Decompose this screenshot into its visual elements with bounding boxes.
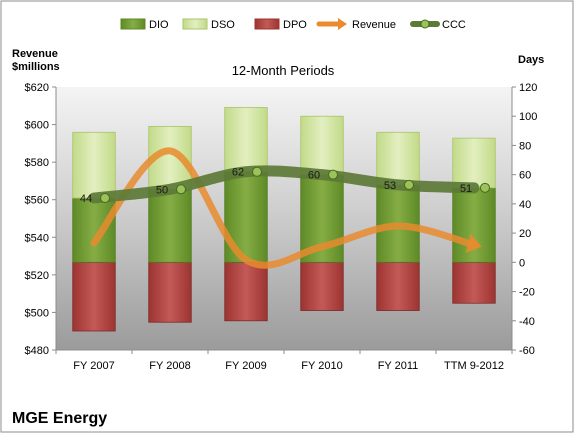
bar-dio bbox=[72, 197, 116, 263]
left-tick-label: $560 bbox=[25, 195, 49, 207]
lines-group: 44 50 62 60 53 51 bbox=[80, 147, 490, 269]
left-tick-label: $520 bbox=[25, 270, 49, 282]
legend-swatch-dso bbox=[182, 18, 208, 30]
left-tick-label: $500 bbox=[25, 307, 49, 319]
right-tick-label: -40 bbox=[519, 316, 535, 328]
bar-dpo bbox=[72, 261, 116, 332]
bar-dpo bbox=[452, 261, 496, 304]
chart-title: 12-Month Periods bbox=[232, 63, 335, 78]
right-tick-label: 0 bbox=[519, 257, 525, 269]
bar-dpo bbox=[224, 261, 268, 322]
right-tick-label: 20 bbox=[519, 228, 531, 240]
ccc-marker bbox=[176, 184, 186, 195]
ccc-data-label: 44 bbox=[80, 193, 92, 205]
bar-dio bbox=[452, 187, 496, 263]
legend-label-dso: DSO bbox=[211, 19, 235, 31]
bar-dso bbox=[376, 131, 420, 186]
bar-dso bbox=[300, 115, 344, 176]
bar-dso bbox=[224, 107, 268, 173]
right-tick-label: 60 bbox=[519, 170, 531, 182]
legend-swatch-revenue-arrowhead bbox=[338, 18, 347, 30]
bars-group bbox=[72, 107, 496, 332]
plot-area bbox=[56, 87, 512, 350]
legend-swatch-dpo bbox=[254, 18, 280, 30]
legend-swatch-ccc-marker bbox=[420, 19, 430, 29]
right-tick-label: 100 bbox=[519, 111, 537, 123]
right-tick-label: 40 bbox=[519, 199, 531, 211]
ccc-marker bbox=[480, 182, 490, 193]
ccc-marker bbox=[252, 166, 262, 177]
legend: DIO DSO DPO Revenue CCC bbox=[120, 18, 466, 31]
legend-label-revenue: Revenue bbox=[352, 19, 396, 31]
right-tick-label: -60 bbox=[519, 345, 535, 357]
ccc-data-label: 62 bbox=[232, 167, 244, 179]
left-tick-label: $620 bbox=[25, 82, 49, 94]
ccc-marker bbox=[100, 193, 110, 204]
left-axis-label-line1: Revenue bbox=[12, 48, 58, 60]
revenue-arrowhead bbox=[465, 233, 482, 254]
x-tick-label: FY 2009 bbox=[225, 360, 266, 372]
left-tick-label: $540 bbox=[25, 232, 49, 244]
right-tick-label: 120 bbox=[519, 82, 537, 94]
bar-dpo bbox=[376, 261, 420, 311]
right-axis-label: Days bbox=[518, 54, 544, 66]
ccc-data-label: 51 bbox=[460, 183, 472, 195]
left-tick-label: $580 bbox=[25, 157, 49, 169]
right-tick-label: 80 bbox=[519, 140, 531, 152]
legend-label-ccc: CCC bbox=[442, 19, 466, 31]
right-tick-label: -20 bbox=[519, 287, 535, 299]
left-tick-label: $600 bbox=[25, 120, 49, 132]
bar-dso bbox=[452, 137, 496, 189]
left-axis-label-line2: $millions bbox=[12, 61, 60, 73]
ccc-data-label: 60 bbox=[308, 170, 320, 182]
company-name: MGE Energy bbox=[12, 410, 107, 427]
bar-dpo bbox=[148, 261, 192, 323]
left-tick-label: $480 bbox=[25, 345, 49, 357]
legend-label-dpo: DPO bbox=[283, 19, 307, 31]
bar-dio bbox=[376, 184, 420, 263]
x-tick-label: FY 2010 bbox=[301, 360, 342, 372]
ccc-data-label: 53 bbox=[384, 180, 396, 192]
bar-dio bbox=[148, 188, 192, 263]
bar-dso bbox=[72, 131, 116, 199]
bar-dpo bbox=[300, 261, 344, 311]
x-tick-label: FY 2008 bbox=[149, 360, 190, 372]
ccc-data-label: 50 bbox=[156, 184, 168, 196]
legend-swatch-dio bbox=[120, 18, 146, 30]
ccc-marker bbox=[404, 179, 414, 190]
x-tick-label: FY 2007 bbox=[73, 360, 114, 372]
legend-label-dio: DIO bbox=[149, 19, 169, 31]
ticks-group: $480 $500 $520 $540 $560 $580 $600 $620 -60 -40 -2… bbox=[25, 82, 538, 372]
x-tick-label: FY 2011 bbox=[378, 360, 419, 372]
ccc-marker bbox=[328, 169, 338, 180]
x-tick-label: TTM 9-2012 bbox=[444, 360, 504, 372]
revenue-line bbox=[90, 147, 478, 269]
